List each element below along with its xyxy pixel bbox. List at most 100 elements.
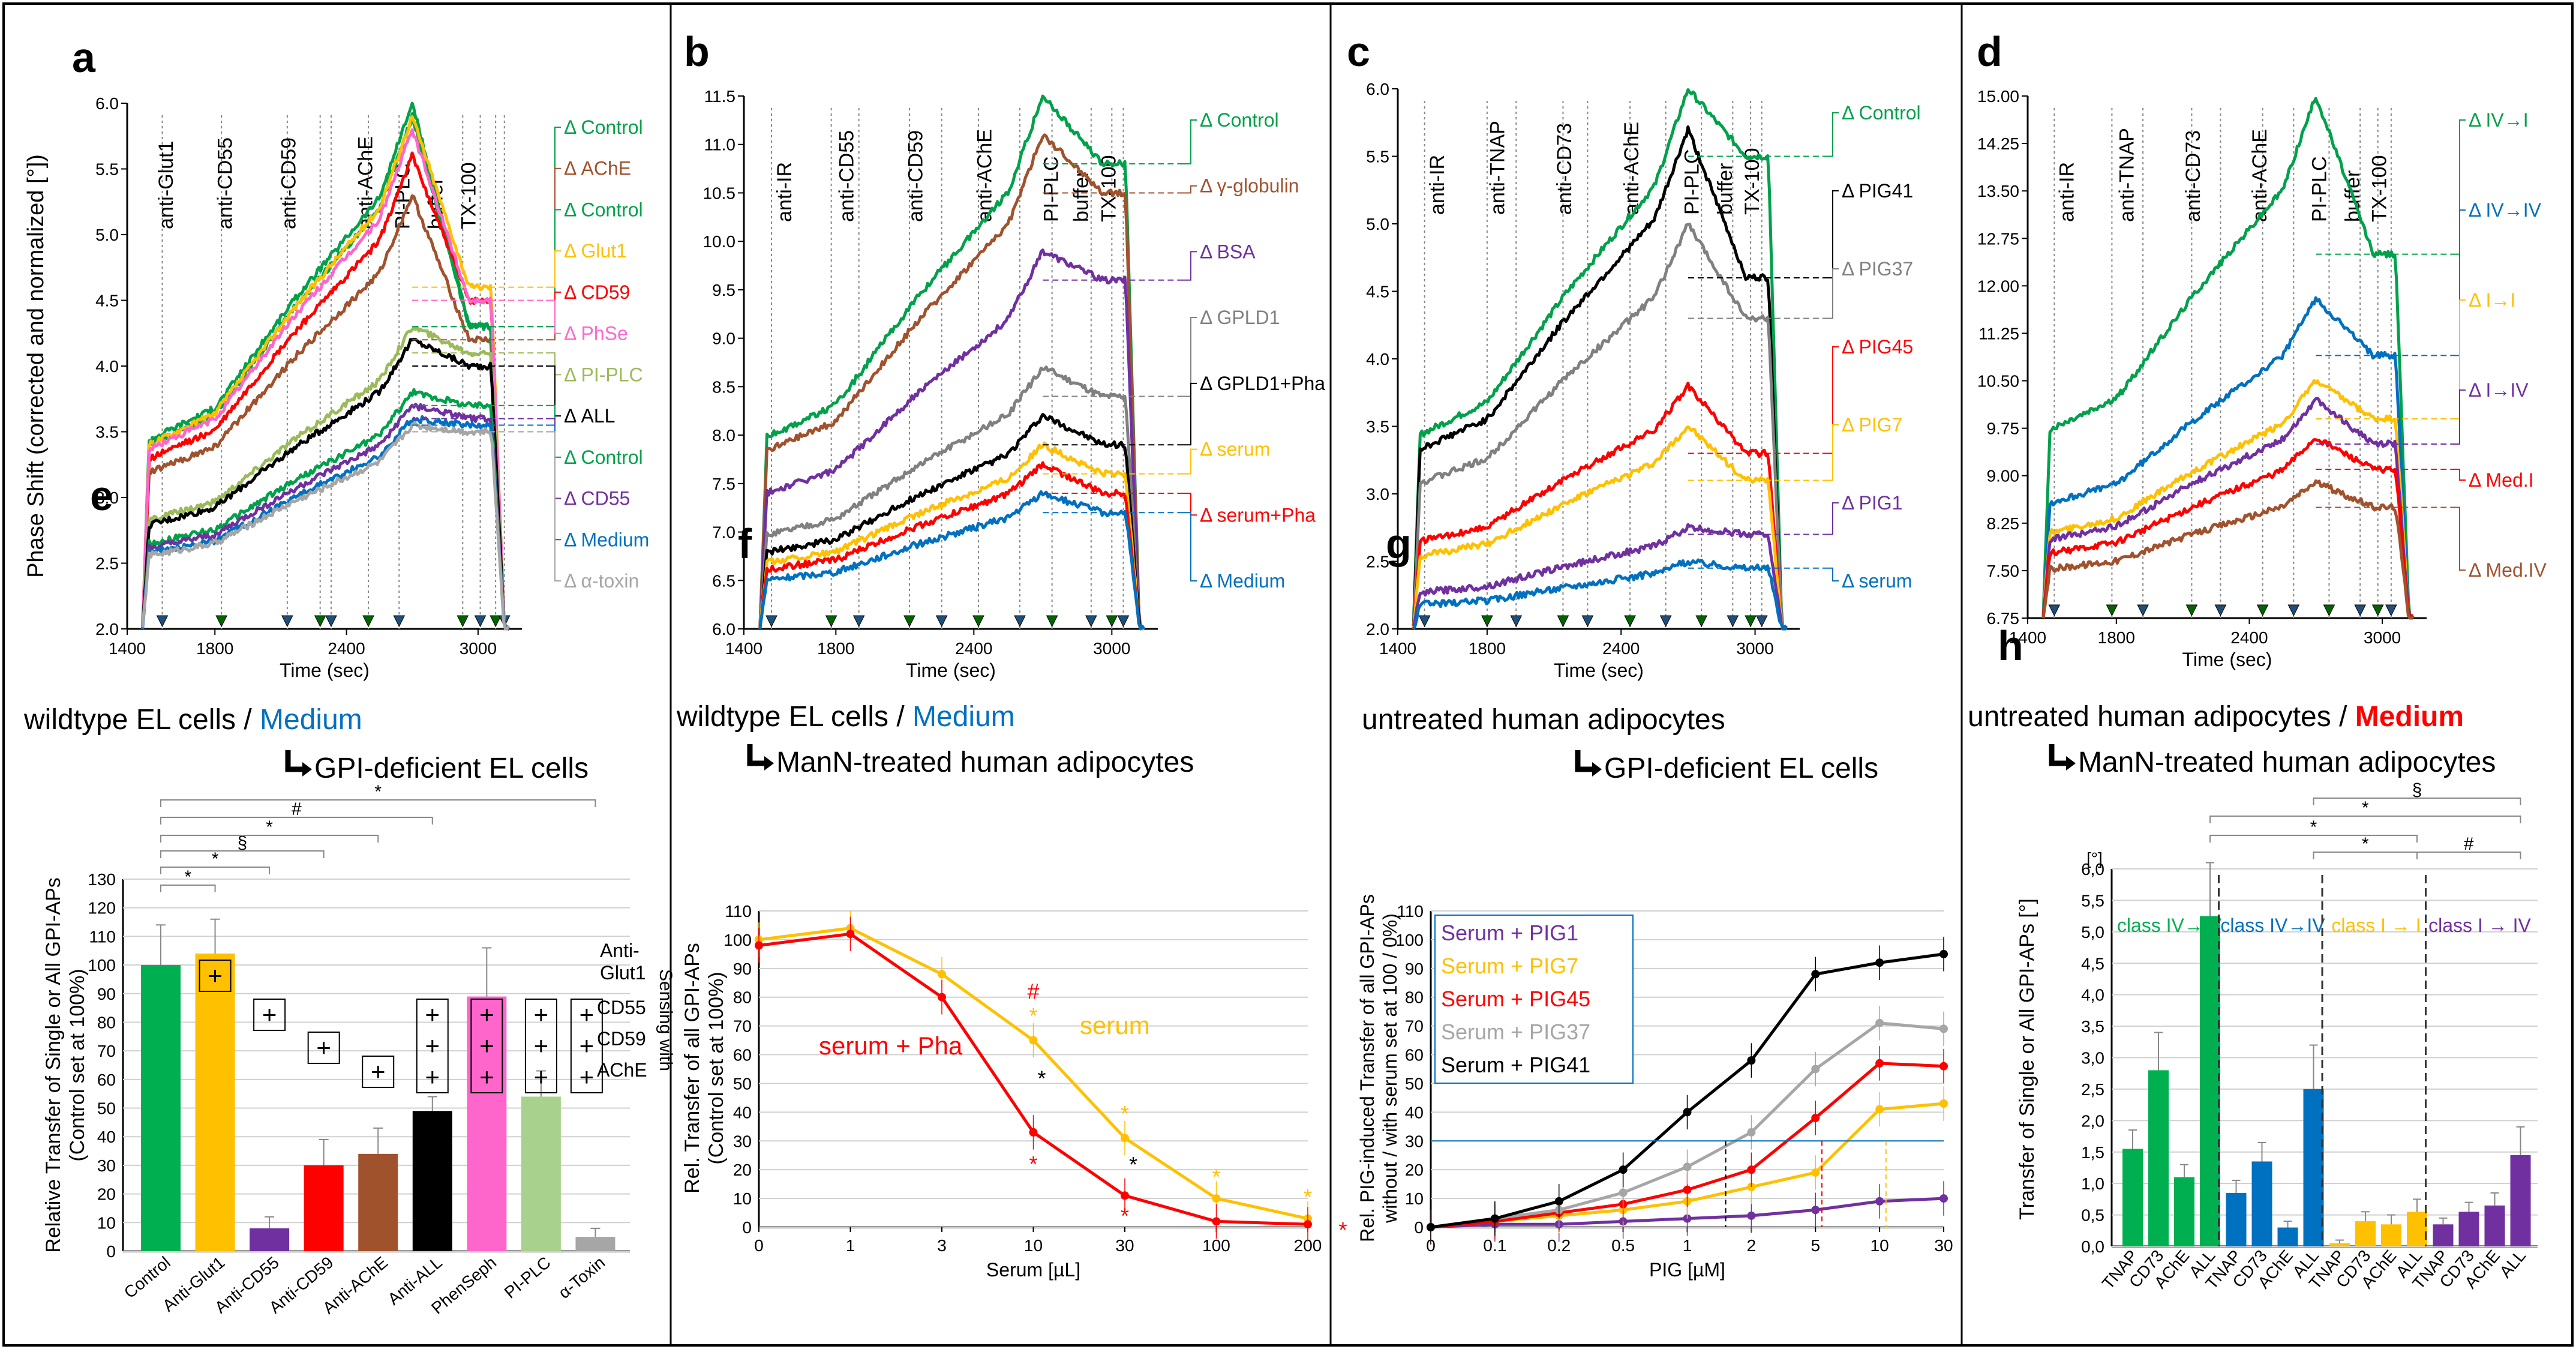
series-bracket-leg bbox=[546, 167, 561, 341]
series-label: Δ PIG7 bbox=[1842, 414, 1902, 436]
legend-box bbox=[1434, 915, 1634, 1084]
series-bracket-leg bbox=[2451, 299, 2466, 419]
event-marker bbox=[1085, 615, 1097, 628]
series-line bbox=[141, 151, 509, 631]
plus-box bbox=[524, 999, 557, 1093]
series-label: Δ Med.IV bbox=[2469, 559, 2547, 581]
series-line bbox=[758, 413, 1144, 631]
y-tick-label: 90 bbox=[1405, 960, 1424, 978]
plus-mark: + bbox=[580, 1063, 595, 1091]
y-tick-label: 3,5 bbox=[2081, 1017, 2104, 1036]
event-label: anti-CD55 bbox=[836, 130, 858, 222]
plus-mark: + bbox=[425, 1000, 440, 1029]
y-tick-label: 11.0 bbox=[704, 136, 735, 154]
series-bracket-leg bbox=[1182, 251, 1197, 281]
series-bracket-leg bbox=[1824, 567, 1839, 581]
event-marker bbox=[1581, 615, 1594, 628]
caption-c-line2: GPI-deficient EL cells bbox=[1604, 753, 1878, 784]
plus-box bbox=[416, 999, 449, 1093]
series-label: Δ GPLD1 bbox=[1200, 307, 1280, 328]
x-tick-label: 1400 bbox=[109, 639, 146, 658]
y-tick-label: 3.0 bbox=[1366, 485, 1389, 503]
series-line bbox=[1412, 88, 1788, 631]
event-marker bbox=[2048, 604, 2061, 617]
y-tick-label: 30 bbox=[1405, 1132, 1424, 1150]
y-tick-label: 4.0 bbox=[95, 357, 119, 376]
event-marker bbox=[474, 615, 487, 628]
event-marker bbox=[1046, 615, 1058, 628]
y-tick-label: 7.50 bbox=[1987, 562, 2020, 580]
significance-bracket bbox=[160, 867, 271, 874]
series-bracket-leg bbox=[2451, 119, 2466, 255]
y-tick-label: 2,5 bbox=[2081, 1080, 2104, 1099]
series-label: Δ CD59 bbox=[564, 281, 630, 303]
x-axis-title: Time (sec) bbox=[2182, 649, 2272, 670]
data-point bbox=[1939, 949, 1948, 958]
y-tick-label: 20 bbox=[733, 1161, 752, 1179]
significance-mark: * bbox=[1029, 1003, 1037, 1028]
y-tick-label: 9.5 bbox=[712, 281, 735, 299]
y-tick-label: 110 bbox=[89, 927, 116, 946]
y-tick-label: 9.75 bbox=[1987, 419, 2020, 438]
series-line bbox=[141, 325, 511, 631]
significance-bracket bbox=[2209, 816, 2521, 823]
sensing-label: AChE bbox=[597, 1059, 647, 1081]
bar bbox=[304, 1165, 344, 1251]
event-marker bbox=[2185, 604, 2198, 617]
series-label: Δ Med.I bbox=[2469, 469, 2534, 491]
y-tick-label: 2.0 bbox=[95, 620, 119, 638]
significance-mark: * bbox=[2362, 798, 2369, 818]
y-tick-label: 60 bbox=[733, 1046, 752, 1065]
series-bracket-leg bbox=[1182, 119, 1197, 165]
series-line bbox=[1412, 382, 1787, 631]
bar bbox=[2251, 1161, 2272, 1246]
significance-mark: # bbox=[292, 799, 302, 819]
bar bbox=[2200, 916, 2220, 1246]
plus-box bbox=[470, 999, 503, 1093]
plus-box bbox=[362, 1056, 395, 1088]
series-line bbox=[1412, 523, 1787, 631]
y-tick-label: 2.5 bbox=[95, 554, 119, 573]
bar bbox=[2510, 1155, 2531, 1246]
group-label: class I → IV bbox=[2428, 915, 2531, 936]
y-tick-label: 1,5 bbox=[2081, 1143, 2104, 1162]
bar bbox=[2484, 1205, 2505, 1246]
y-tick-label: 12.00 bbox=[1977, 277, 2019, 295]
series-label: Δ Control bbox=[564, 446, 643, 468]
event-marker bbox=[2354, 604, 2366, 617]
bar bbox=[467, 996, 507, 1251]
y-tick-label: 0 bbox=[1414, 1218, 1424, 1237]
y-tick-label: 4,5 bbox=[2081, 954, 2104, 973]
series-line bbox=[2041, 438, 2414, 619]
x-tick-label: 2 bbox=[1747, 1236, 1757, 1255]
x-tick-label: 1800 bbox=[196, 639, 233, 658]
y-tick-label: 70 bbox=[733, 1017, 752, 1036]
series-label: Δ serum bbox=[1200, 439, 1270, 460]
legend-label: Serum + PIG1 bbox=[1441, 921, 1578, 945]
caption-a-line2: GPI-deficient EL cells bbox=[314, 753, 589, 784]
x-tick-label: 1400 bbox=[725, 639, 762, 658]
significance-bracket bbox=[160, 850, 325, 858]
caption-c-line1: untreated human adipocytes bbox=[1362, 704, 1725, 736]
series-bracket-leg bbox=[1182, 317, 1197, 397]
series-bracket-leg bbox=[546, 365, 561, 417]
x-tick-label: 2400 bbox=[1602, 639, 1640, 658]
caption-arrowhead bbox=[302, 762, 312, 777]
event-marker bbox=[2106, 604, 2118, 617]
significance-mark: § bbox=[2412, 780, 2422, 800]
y-tick-label: 80 bbox=[1405, 988, 1424, 1007]
plus-mark: + bbox=[208, 961, 223, 990]
y-tick-label: 1,0 bbox=[2081, 1174, 2104, 1193]
series-bracket-leg bbox=[546, 352, 561, 376]
y-tick-label: 3.5 bbox=[1366, 418, 1389, 436]
y-tick-label: 6.0 bbox=[712, 620, 735, 638]
event-marker bbox=[972, 615, 984, 628]
x-tick-label: PI-PLC bbox=[501, 1253, 554, 1302]
y-tick-label: 5.5 bbox=[1366, 148, 1389, 166]
panel-letter-d: d bbox=[1977, 28, 2002, 75]
caption-d-line1: untreated human adipocytes / Medium bbox=[1968, 701, 2464, 733]
caption-arrow bbox=[747, 744, 767, 766]
y-tick-label: 60 bbox=[97, 1071, 116, 1089]
y-tick-label: 7.0 bbox=[712, 523, 735, 542]
